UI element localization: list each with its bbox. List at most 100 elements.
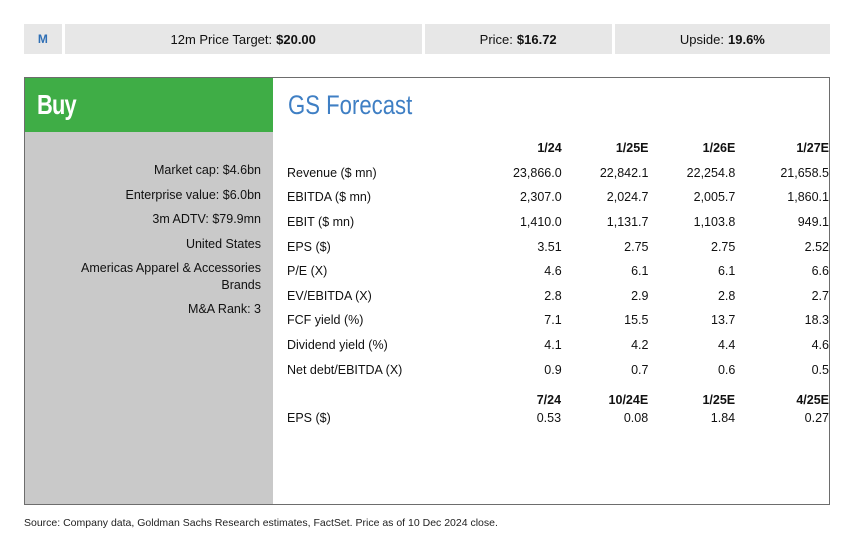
price-label: Price: (479, 31, 513, 47)
period-header: 1/25E (615, 141, 649, 156)
price-target-label: 12m Price Target: (170, 31, 273, 47)
logo-mark: M (24, 24, 62, 54)
row-label: EBIT ($ mn) (287, 215, 355, 230)
table-cell: 2,307.0 (519, 190, 562, 205)
row-label: P/E (X) (287, 264, 328, 279)
price-cell: Price: $16.72 (424, 24, 612, 54)
period-header: 1/27E (796, 141, 829, 156)
price-target-value: $20.00 (276, 31, 316, 47)
table-cell: 1,860.1 (787, 190, 829, 205)
table-cell: 2,005.7 (693, 190, 736, 205)
table-cell: 1,410.0 (519, 215, 562, 230)
table-cell: 2.75 (711, 239, 736, 254)
sector-line-1: Americas Apparel & Accessories (81, 261, 261, 275)
table-cell: 3.51 (537, 239, 562, 254)
country: United States (185, 236, 261, 251)
row-label: EV/EBITDA (X) (287, 288, 372, 303)
table-cell: 23,866.0 (512, 165, 562, 180)
table-row: Net debt/EBITDA (X) 0.9 0.7 0.6 0.5 (287, 357, 829, 382)
company-panel: Buy Market cap: $4.6bn Enterprise value:… (25, 78, 273, 504)
rating-text: Buy (37, 89, 77, 120)
table-cell: 2.75 (624, 239, 649, 254)
rating-badge: Buy (25, 78, 273, 132)
adtv: 3m ADTV: $79.9mn (152, 212, 261, 226)
forecast-panel: GS Forecast 1/24 1/25E 1/26E 1/27E Reven… (273, 78, 829, 504)
quarterly-forecast-table: 7/24 10/24E 1/25E 4/25E EPS ($) 0.53 0.08 1… (287, 391, 829, 427)
table-cell: 22,842.1 (599, 165, 649, 180)
table-cell: 6.6 (811, 264, 829, 279)
table-cell: 4.4 (717, 338, 736, 353)
row-label: Net debt/EBITDA (X) (287, 362, 403, 377)
forecast-title-text: GS Forecast (288, 90, 413, 120)
row-label: EBITDA ($ mn) (287, 190, 372, 205)
table-cell: 0.9 (544, 362, 562, 377)
table-cell: 18.3 (804, 313, 829, 328)
table-cell: 22,254.8 (686, 165, 736, 180)
ma-rank: M&A Rank: 3 (188, 302, 261, 316)
table-cell: 4.1 (544, 338, 562, 353)
table-cell: 2.9 (631, 288, 649, 303)
period-header: 4/25E (796, 393, 829, 407)
price-target-cell: 12m Price Target: $20.00 (64, 24, 422, 54)
row-label: Dividend yield (%) (287, 338, 388, 353)
company-stats: Market cap: $4.6bn Enterprise value: $6.… (81, 158, 261, 322)
table-cell: 4.6 (544, 264, 562, 279)
row-label: FCF yield (%) (287, 313, 364, 328)
table-row: EV/EBITDA (X) 2.8 2.9 2.8 2.7 (287, 284, 829, 309)
price-value: $16.72 (516, 31, 557, 47)
row-label: EPS ($) (287, 239, 331, 254)
table-row: EBITDA ($ mn) 2,307.0 2,024.7 2,005.7 1,860.… (287, 185, 829, 210)
table-cell: 4.6 (811, 338, 829, 353)
table-row: FCF yield (%) 7.1 15.5 13.7 18.3 (287, 308, 829, 333)
table-row: EBIT ($ mn) 1,410.0 1,131.7 1,103.8 949.1 (287, 210, 829, 235)
period-header: 7/24 (536, 393, 562, 407)
market-cap: Market cap: $4.6bn (153, 163, 261, 177)
row-label: Revenue ($ mn) (287, 165, 377, 180)
upside-value: 19.6% (728, 31, 765, 47)
table-cell: 0.7 (631, 362, 649, 377)
annual-forecast-table: 1/24 1/25E 1/26E 1/27E Revenue ($ mn) 23,… (287, 136, 829, 382)
forecast-title: GS Forecast (288, 90, 440, 121)
table-cell: 2.8 (717, 288, 736, 303)
table-row: P/E (X) 4.6 6.1 6.1 6.6 (287, 259, 829, 284)
table-cell: 0.27 (804, 411, 829, 425)
row-label: EPS ($) (287, 411, 331, 425)
table-cell: 6.1 (717, 264, 736, 279)
table-row: EPS ($) 3.51 2.75 2.75 2.52 (287, 234, 829, 259)
table-cell: 2.7 (811, 288, 829, 303)
table-row: Revenue ($ mn) 23,866.0 22,842.1 22,254.8 21… (287, 161, 829, 186)
enterprise-value: Enterprise value: $6.0bn (125, 187, 261, 202)
table-cell: 4.2 (631, 338, 649, 353)
table-cell: 1,103.8 (693, 215, 736, 230)
period-header: 10/24E (608, 393, 649, 407)
table-cell: 7.1 (544, 313, 562, 328)
table-cell: 1,131.7 (606, 215, 649, 230)
logo-text: M (37, 32, 48, 46)
table-cell: 949.1 (797, 215, 829, 230)
table-cell: 2,024.7 (606, 190, 649, 205)
table-cell: 13.7 (711, 313, 736, 328)
table-row: EPS ($) 0.53 0.08 1.84 0.27 (287, 409, 829, 427)
table-cell: 0.5 (811, 362, 829, 377)
table-cell: 6.1 (631, 264, 649, 279)
table-cell: 0.08 (623, 411, 649, 425)
table-row: Dividend yield (%) 4.1 4.2 4.4 4.6 (287, 333, 829, 358)
table-cell: 15.5 (624, 313, 649, 328)
annual-header-row: 1/24 1/25E 1/26E 1/27E (287, 136, 829, 161)
upside-label: Upside: (679, 31, 724, 47)
upside-cell: Upside: 19.6% (614, 24, 830, 54)
sector-line-2: Brands (221, 278, 261, 292)
table-cell: 0.53 (536, 411, 562, 425)
period-header: 1/24 (537, 141, 562, 156)
period-header: 1/26E (702, 141, 736, 156)
table-cell: 0.6 (717, 362, 736, 377)
period-header: 1/25E (702, 393, 736, 407)
source-note: Source: Company data, Goldman Sachs Rese… (24, 517, 498, 529)
table-cell: 1.84 (710, 411, 736, 425)
table-cell: 2.52 (804, 239, 829, 254)
quarterly-header-row: 7/24 10/24E 1/25E 4/25E (287, 391, 829, 409)
forecast-card: Buy Market cap: $4.6bn Enterprise value:… (24, 77, 830, 505)
summary-bar: M 12m Price Target: $20.00 Price: $16.72… (24, 24, 830, 54)
sector: Americas Apparel & Accessories Brands (81, 256, 261, 297)
table-cell: 21,658.5 (780, 165, 829, 180)
